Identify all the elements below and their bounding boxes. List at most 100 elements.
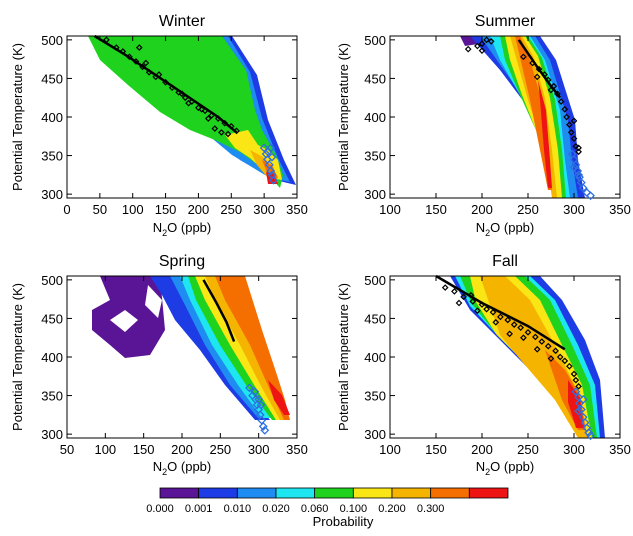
black-point <box>570 135 578 142</box>
black-point <box>561 357 569 365</box>
black-point <box>155 71 163 78</box>
panel-title: Fall <box>492 253 518 270</box>
x-tick-label: 300 <box>563 442 585 457</box>
contour-level-3 <box>88 36 283 188</box>
x-tick-label: 350 <box>286 202 308 217</box>
black-point <box>211 125 219 132</box>
contour-field <box>88 36 296 188</box>
colorbar-title: Probability <box>313 514 374 529</box>
blue-point <box>578 395 588 404</box>
black-point <box>474 42 481 50</box>
black-point <box>572 376 580 384</box>
black-point <box>195 104 202 112</box>
y-axis-title: Potential Temperature (K) <box>10 283 25 431</box>
black-point <box>233 127 240 135</box>
x-tick-label: 50 <box>93 202 107 217</box>
contour-field <box>460 36 585 198</box>
panel-title: Spring <box>159 253 205 270</box>
contour-field <box>450 276 605 438</box>
colorbar: 0.000 0.001 0.010 0.020 0.060 0.100 0.200 0.300… <box>146 487 509 529</box>
colorbar-swatch <box>236 487 277 499</box>
black-point <box>489 308 497 316</box>
black-point <box>557 98 565 105</box>
colorbar-tick-label: 0.060 <box>301 503 329 515</box>
black-observations <box>441 284 582 390</box>
blue-point <box>578 183 588 193</box>
black-observations <box>103 36 240 138</box>
spring-white-hole-a <box>110 310 138 332</box>
x-axis-title: N2O (ppb) <box>476 459 534 477</box>
black-point <box>535 65 543 73</box>
black-point <box>478 40 486 48</box>
black-point <box>575 382 582 390</box>
black-point <box>504 316 512 324</box>
black-point <box>575 144 582 152</box>
y-axis: 300 350 400 450 500 <box>41 273 297 442</box>
x-axis-title: N2O (ppb) <box>476 220 534 238</box>
y-axis-title: Potential Temperature (K) <box>336 283 351 431</box>
blue-point <box>586 431 595 441</box>
panel-spring: Spring 50 100 150 200 250 300 350 300 350 400 450… <box>10 253 308 477</box>
black-point <box>544 76 552 84</box>
black-point <box>467 291 475 299</box>
blue-point <box>250 387 260 397</box>
y-tick-label: 400 <box>364 350 386 365</box>
black-point <box>529 59 536 67</box>
black-point <box>572 142 580 150</box>
x-tick-label: 250 <box>517 442 539 457</box>
colorbar-swatches <box>159 487 509 499</box>
black-point <box>533 73 541 81</box>
x-tick-label: 200 <box>188 202 210 217</box>
colorbar-swatch <box>391 487 432 499</box>
y-tick-label: 400 <box>41 110 63 125</box>
x-axis-title: N2O (ppb) <box>153 220 211 238</box>
y-tick-label: 500 <box>41 33 63 48</box>
black-point <box>135 44 143 51</box>
x-tick-label: 150 <box>425 442 447 457</box>
blue-point <box>268 175 278 185</box>
x-tick-label: 50 <box>60 442 74 457</box>
blue-observations <box>571 387 595 441</box>
black-point <box>566 121 573 129</box>
y-tick-label: 450 <box>41 71 63 86</box>
black-point <box>139 63 146 71</box>
contour-level-8 <box>268 380 290 415</box>
blue-point <box>574 406 584 416</box>
black-point <box>181 94 189 102</box>
black-point <box>451 288 458 295</box>
black-point <box>533 345 541 353</box>
x-axis: 50 100 150 200 250 300 350 <box>60 276 308 457</box>
black-point <box>221 119 229 127</box>
black-point <box>517 324 524 332</box>
x-tick-label: 150 <box>155 202 177 217</box>
x-tick-label: 100 <box>379 442 401 457</box>
black-point <box>162 78 169 86</box>
colorbar-swatch <box>352 487 393 499</box>
black-point <box>175 88 183 96</box>
blue-point <box>571 387 581 397</box>
black-point <box>550 82 558 90</box>
contour-level-2 <box>480 36 578 198</box>
black-point <box>208 112 215 119</box>
black-point <box>474 307 481 315</box>
black-point <box>224 130 232 138</box>
black-point <box>547 355 555 362</box>
black-point <box>544 342 552 350</box>
y-tick-label: 500 <box>41 273 63 288</box>
x-tick-label: 100 <box>122 202 144 217</box>
black-point <box>185 99 192 107</box>
contour-level-8 <box>538 80 552 188</box>
contour-level-6 <box>205 276 288 420</box>
black-point <box>455 299 463 307</box>
colorbar-tick-label: 0.020 <box>262 503 290 515</box>
x-tick-label: 200 <box>171 442 193 457</box>
black-point <box>547 86 555 94</box>
blue-point <box>256 400 266 410</box>
black-point <box>478 301 486 308</box>
colorbar-ticks: 0.000 0.001 0.010 0.020 0.060 0.100 0.200 0.300 <box>146 503 444 515</box>
black-point <box>132 58 140 65</box>
colorbar-swatch <box>314 487 354 499</box>
x-tick-label: 150 <box>425 202 447 217</box>
panel-title: Summer <box>475 13 536 30</box>
